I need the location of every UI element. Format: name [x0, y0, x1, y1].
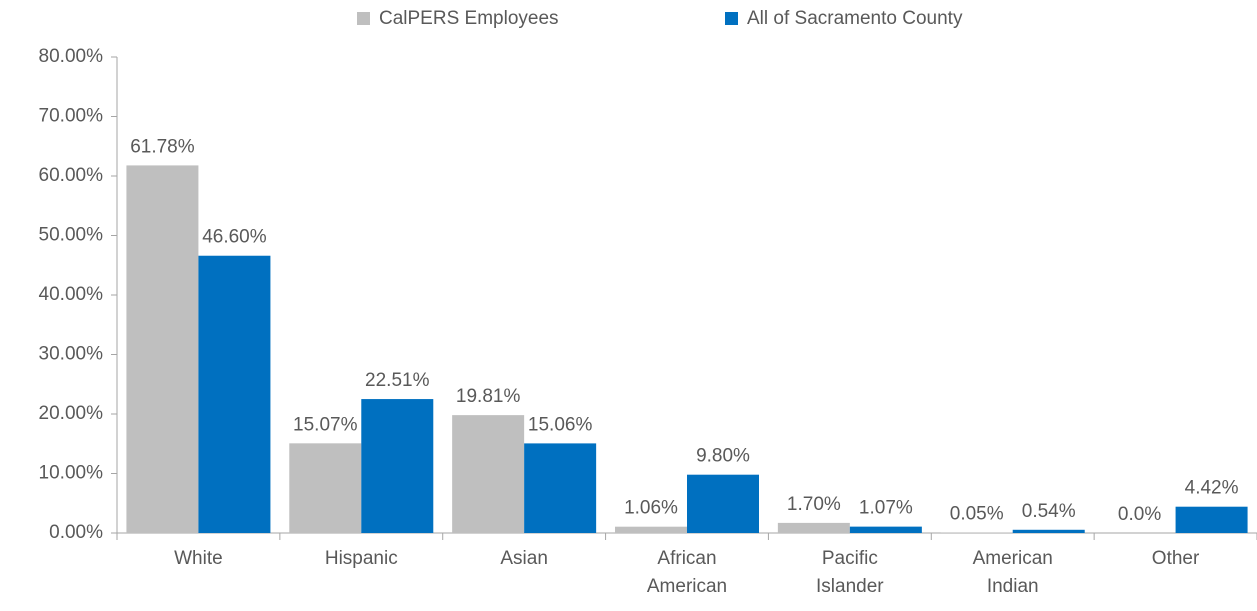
- data-label: 1.70%: [787, 494, 841, 515]
- x-tick-label: Hispanic: [324, 548, 398, 569]
- y-tick-label: 40.00%: [39, 284, 104, 305]
- data-label: 46.60%: [202, 227, 267, 248]
- legend-label: All of Sacramento County: [747, 8, 963, 29]
- bar: [1012, 529, 1085, 533]
- y-tick-label: 70.00%: [39, 106, 104, 127]
- y-tick-label: 80.00%: [39, 46, 104, 67]
- bar: [687, 474, 759, 533]
- data-label: 0.0%: [1118, 504, 1161, 525]
- bar: [849, 526, 922, 533]
- data-label: 15.06%: [528, 414, 593, 435]
- x-tick-label: Pacific Islander: [816, 548, 884, 597]
- bar: [615, 526, 687, 533]
- x-tick-label: Asian: [500, 548, 548, 569]
- x-tick-label: American Indian: [972, 548, 1053, 597]
- x-tick-label: Other: [1151, 548, 1200, 569]
- bar: [126, 165, 199, 533]
- bar: [777, 522, 850, 533]
- data-label: 61.78%: [130, 136, 195, 157]
- bar: [452, 415, 525, 533]
- data-label: 22.51%: [365, 370, 430, 391]
- data-label: 1.07%: [859, 498, 913, 519]
- y-tick-label: 0.00%: [49, 522, 103, 543]
- legend-swatch: [725, 12, 738, 25]
- data-label: 0.54%: [1022, 501, 1076, 522]
- bar: [1175, 506, 1248, 533]
- data-label: 1.06%: [624, 498, 678, 519]
- y-tick-label: 10.00%: [39, 463, 104, 484]
- y-tick-label: 30.00%: [39, 344, 104, 365]
- x-tick-label: African American: [646, 548, 728, 597]
- x-tick-label: White: [174, 548, 223, 569]
- bar: [524, 443, 597, 533]
- legend-swatch: [357, 12, 370, 25]
- y-tick-label: 20.00%: [39, 403, 104, 424]
- bar: [198, 255, 271, 534]
- bar: [289, 443, 362, 533]
- legend-label: CalPERS Employees: [379, 8, 559, 29]
- data-label: 15.07%: [293, 414, 358, 435]
- y-tick-label: 50.00%: [39, 225, 104, 246]
- data-label: 9.80%: [696, 446, 750, 467]
- y-tick-label: 60.00%: [39, 165, 104, 186]
- bar: [361, 399, 434, 533]
- data-label: 19.81%: [456, 386, 521, 407]
- data-label: 0.05%: [950, 504, 1004, 525]
- data-label: 4.42%: [1185, 478, 1239, 499]
